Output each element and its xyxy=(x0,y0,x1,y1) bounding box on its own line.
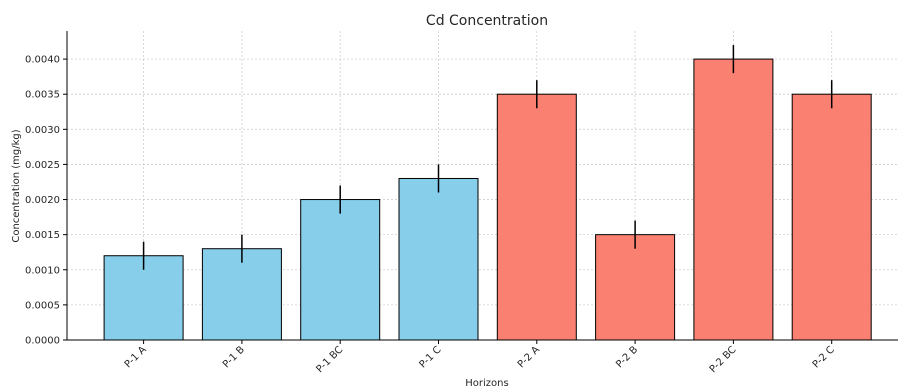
bar-p-1-bc xyxy=(300,199,381,341)
bar-p-2-bc xyxy=(693,58,774,341)
y-tick-label: 0.0005 xyxy=(25,300,60,311)
x-tick-label: P-1 A xyxy=(123,344,149,370)
x-tick-label: P-1 C xyxy=(417,344,443,370)
x-tick-label: P-2 A xyxy=(516,344,542,370)
x-tick-label: P-1 BC xyxy=(314,344,345,375)
y-tick-label: 0.0035 xyxy=(25,90,60,101)
bar-p-2-b xyxy=(595,234,676,341)
y-tick-label: 0.0015 xyxy=(25,230,60,241)
axes-layer xyxy=(63,31,898,344)
bar-p-1-c xyxy=(398,177,479,341)
x-tick-labels: P-1 A P-1 B P-1 BC P-1 C P-2 A P-2 B P-2 BC P-2… xyxy=(123,344,837,375)
y-tick-label: 0.0010 xyxy=(25,265,60,276)
bar-p-2-c xyxy=(791,93,872,341)
x-tick-label: P-2 BC xyxy=(708,344,739,375)
y-tick-label: 0.0030 xyxy=(25,125,60,136)
chart-title: Cd Concentration xyxy=(426,13,548,29)
y-tick-labels: 0.0000 0.0005 0.0010 0.0015 0.0020 0.0025 0.00… xyxy=(25,55,60,347)
y-tick-label: 0.0000 xyxy=(25,336,60,347)
x-axis-label: Horizons xyxy=(465,378,508,387)
y-tick-label: 0.0020 xyxy=(25,195,60,206)
y-tick-label: 0.0025 xyxy=(25,160,60,171)
y-axis-label: Concentration (mg/kg) xyxy=(11,129,22,242)
x-tick-label: P-2 B xyxy=(614,344,640,370)
bar-p-2-a xyxy=(496,93,577,341)
x-tick-label: P-2 C xyxy=(811,344,837,370)
x-tick-label: P-1 B xyxy=(221,344,247,370)
y-tick-label: 0.0040 xyxy=(25,55,60,66)
error-bars-layer xyxy=(142,45,833,270)
